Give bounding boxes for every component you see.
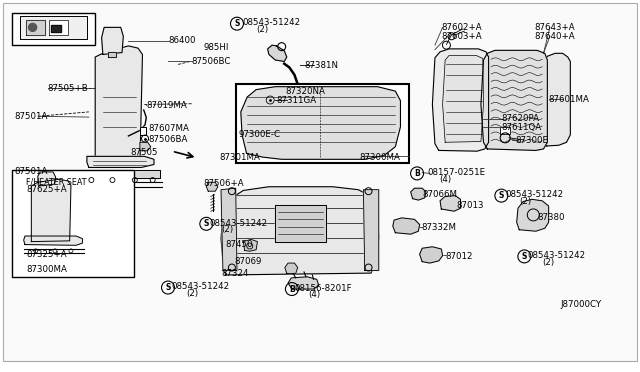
- Text: B: B: [289, 285, 295, 294]
- Text: S: S: [522, 252, 527, 261]
- Polygon shape: [140, 127, 147, 135]
- Polygon shape: [440, 196, 461, 211]
- Text: 87620PA: 87620PA: [501, 114, 540, 123]
- Text: 87603+A: 87603+A: [442, 32, 482, 41]
- Text: B: B: [414, 169, 420, 178]
- Text: 87611QA: 87611QA: [501, 123, 541, 132]
- Text: 87320NA: 87320NA: [285, 87, 325, 96]
- Polygon shape: [31, 179, 71, 241]
- Text: 87602+A: 87602+A: [442, 23, 482, 32]
- Text: 87625+A: 87625+A: [26, 185, 67, 194]
- Polygon shape: [49, 20, 68, 35]
- Polygon shape: [443, 55, 483, 142]
- Polygon shape: [221, 187, 379, 275]
- Circle shape: [29, 23, 36, 31]
- Text: 97300E-C: 97300E-C: [238, 130, 280, 140]
- Text: 87380: 87380: [537, 213, 564, 222]
- Polygon shape: [516, 199, 548, 231]
- Text: 87325+A: 87325+A: [26, 250, 67, 259]
- Polygon shape: [243, 239, 257, 251]
- Text: 08543-51242: 08543-51242: [505, 190, 563, 199]
- Polygon shape: [411, 188, 426, 200]
- Text: S: S: [499, 191, 504, 200]
- Text: (4): (4): [439, 175, 451, 184]
- Polygon shape: [241, 87, 401, 159]
- Text: 87066M: 87066M: [422, 190, 457, 199]
- Polygon shape: [420, 247, 443, 263]
- Text: (2): (2): [519, 197, 531, 206]
- Polygon shape: [26, 20, 45, 35]
- Text: S: S: [234, 19, 239, 28]
- Text: (2): (2): [256, 25, 268, 34]
- Text: 87311GA: 87311GA: [276, 96, 317, 105]
- Polygon shape: [275, 205, 326, 241]
- Text: 87501A: 87501A: [15, 112, 48, 121]
- Text: S: S: [165, 283, 171, 292]
- Polygon shape: [481, 50, 547, 150]
- Text: (2): (2): [186, 289, 198, 298]
- Text: 87300MA: 87300MA: [26, 264, 67, 273]
- Polygon shape: [206, 182, 218, 191]
- Polygon shape: [38, 172, 56, 186]
- Bar: [12, 13, 95, 45]
- Polygon shape: [51, 25, 61, 32]
- Text: 87012: 87012: [445, 252, 473, 261]
- Text: 87019MA: 87019MA: [147, 102, 187, 110]
- Text: 87506BC: 87506BC: [191, 57, 230, 66]
- Text: 87381N: 87381N: [305, 61, 339, 70]
- Bar: [12, 170, 134, 277]
- Polygon shape: [288, 277, 319, 289]
- Polygon shape: [433, 49, 488, 151]
- Bar: [236, 84, 410, 163]
- Text: 87643+A: 87643+A: [534, 23, 575, 32]
- Text: 86400: 86400: [168, 36, 195, 45]
- Text: 87601MA: 87601MA: [548, 95, 589, 104]
- Polygon shape: [95, 46, 143, 167]
- Text: 87640+A: 87640+A: [534, 32, 575, 41]
- Text: 87501A: 87501A: [15, 167, 48, 176]
- Text: 08543-51242: 08543-51242: [527, 251, 585, 260]
- Polygon shape: [87, 156, 154, 167]
- Polygon shape: [108, 52, 116, 57]
- Text: F/HEATER SEAT: F/HEATER SEAT: [26, 177, 87, 186]
- Text: 87505: 87505: [131, 148, 158, 157]
- Text: 985HI: 985HI: [204, 42, 229, 51]
- Polygon shape: [268, 45, 287, 61]
- Text: 08156-8201F: 08156-8201F: [294, 284, 352, 293]
- Text: (2): (2): [542, 258, 554, 267]
- Polygon shape: [285, 263, 298, 273]
- Polygon shape: [84, 170, 161, 178]
- Text: S: S: [204, 219, 209, 228]
- Text: 87013: 87013: [457, 201, 484, 210]
- Polygon shape: [20, 16, 87, 39]
- Text: 87506+A: 87506+A: [204, 179, 244, 188]
- Text: 87300MA: 87300MA: [360, 153, 401, 161]
- Polygon shape: [393, 218, 420, 234]
- Text: 08543-51242: 08543-51242: [242, 19, 300, 28]
- Text: 87506BA: 87506BA: [149, 135, 188, 144]
- Text: J87000CY: J87000CY: [560, 300, 601, 309]
- Text: 08157-0251E: 08157-0251E: [428, 168, 485, 177]
- Text: 87301MA: 87301MA: [219, 153, 260, 161]
- Polygon shape: [500, 127, 510, 134]
- Text: 87332M: 87332M: [421, 223, 456, 232]
- Polygon shape: [540, 53, 570, 146]
- Text: 87450: 87450: [225, 240, 253, 249]
- Polygon shape: [364, 190, 379, 270]
- Text: 87324: 87324: [221, 269, 249, 278]
- Text: 08543-51242: 08543-51242: [172, 282, 230, 291]
- Text: (4): (4): [308, 291, 321, 299]
- Polygon shape: [102, 28, 124, 54]
- Text: 87300E: 87300E: [515, 136, 548, 145]
- Text: 87505+B: 87505+B: [47, 84, 88, 93]
- Text: (2): (2): [221, 225, 234, 234]
- Text: 08543-51242: 08543-51242: [209, 219, 267, 228]
- Text: 87069: 87069: [234, 257, 262, 266]
- Polygon shape: [24, 236, 83, 245]
- Polygon shape: [221, 188, 237, 270]
- Text: 87607MA: 87607MA: [149, 124, 189, 133]
- Polygon shape: [140, 142, 151, 151]
